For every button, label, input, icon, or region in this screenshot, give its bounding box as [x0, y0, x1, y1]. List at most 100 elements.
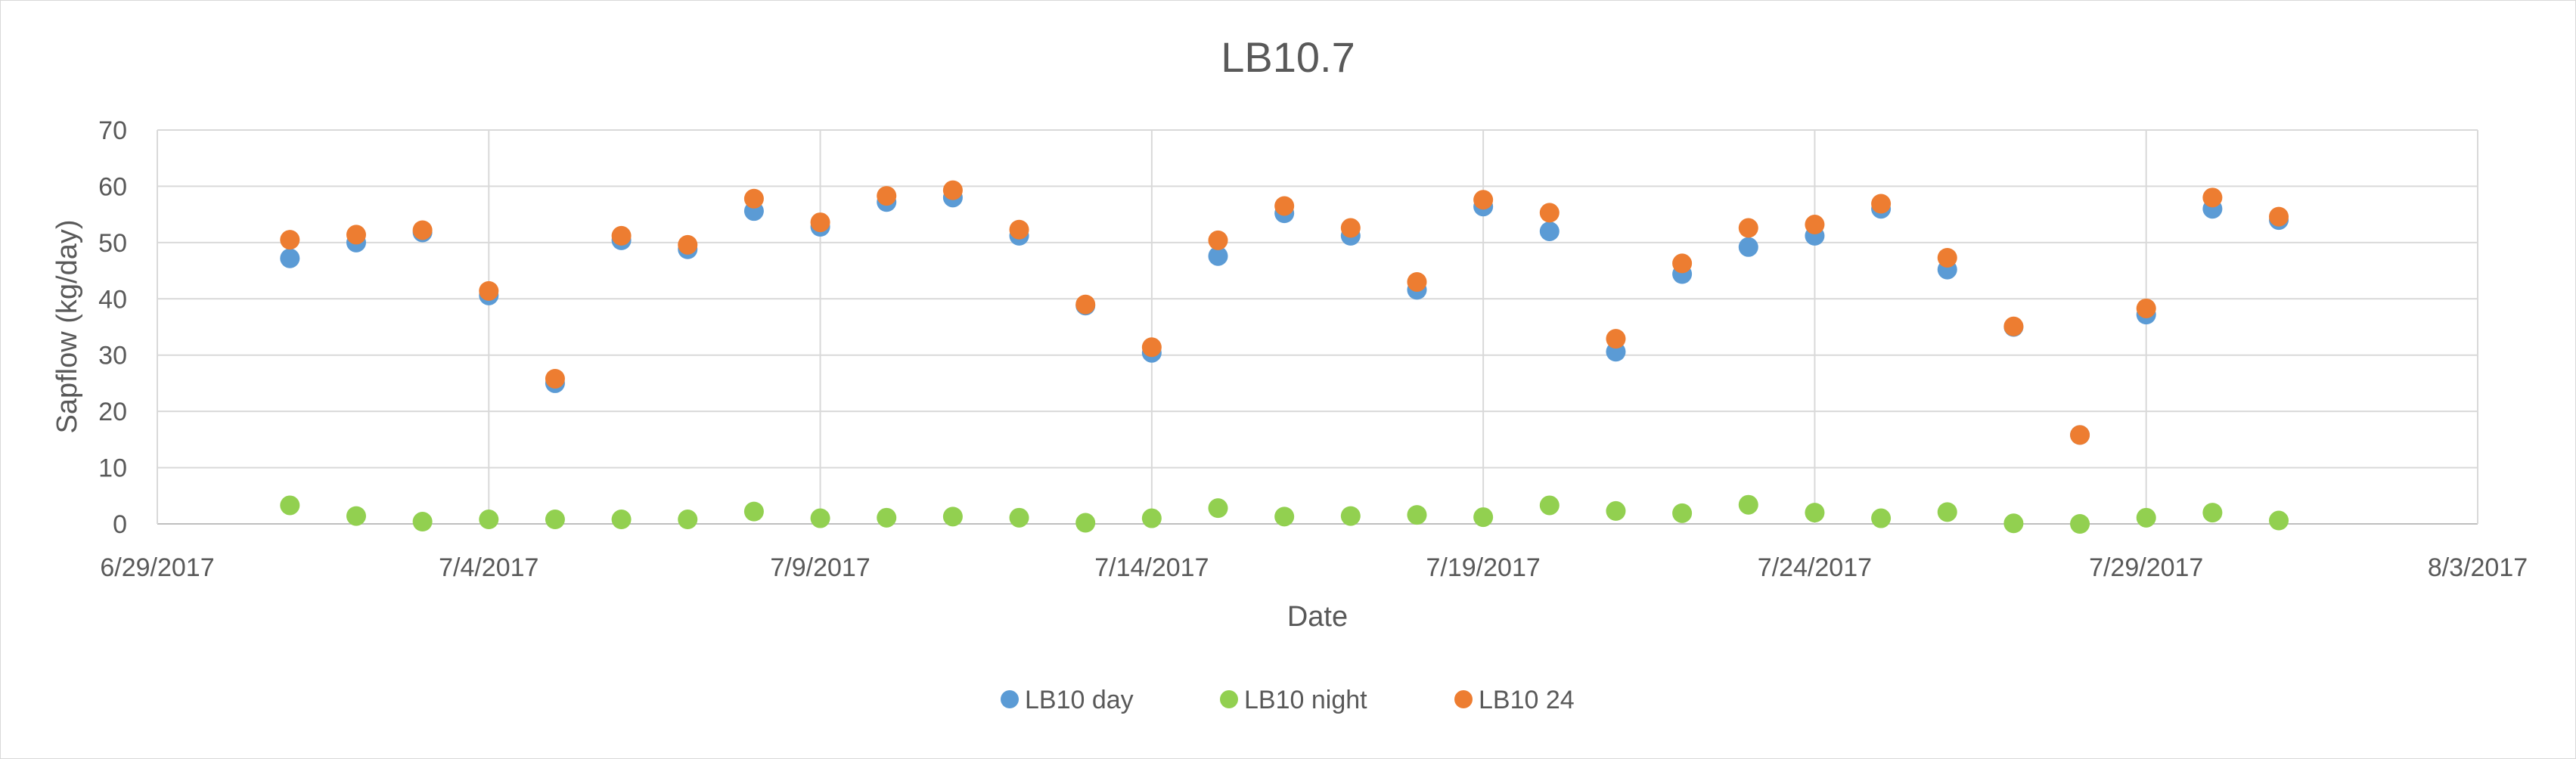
series-lb10-day [280, 187, 2289, 445]
data-point [1208, 498, 1228, 519]
data-point [611, 510, 632, 530]
data-point [1606, 329, 1626, 349]
y-tick-label: 20 [98, 398, 127, 426]
x-tick-label: 8/3/2017 [2428, 553, 2528, 582]
y-tick-label: 70 [98, 116, 127, 145]
data-point [479, 280, 499, 301]
data-point [1340, 506, 1361, 526]
data-point [2269, 206, 2289, 227]
axes: 0 10 20 30 40 50 60 70 6/29/2017 7/4/2017 7/9/2017… [98, 116, 2528, 582]
data-point [1208, 246, 1228, 266]
data-point [479, 510, 499, 530]
data-point [1208, 230, 1228, 250]
legend-label: LB10 night [1244, 686, 1367, 714]
data-point [280, 495, 300, 516]
legend-label: LB10 24 [1479, 686, 1575, 714]
data-point [1871, 508, 1892, 528]
y-tick-label: 60 [98, 172, 127, 201]
series-lb10-night [280, 494, 2289, 534]
y-tick-label: 50 [98, 229, 127, 258]
data-point [942, 180, 963, 200]
data-point [877, 507, 897, 528]
legend-marker [1454, 690, 1473, 708]
x-tick-label: 7/9/2017 [770, 553, 870, 582]
data-point [1937, 502, 1957, 522]
legend: LB10 day LB10 night LB10 24 [1001, 686, 1575, 714]
x-tick-label: 7/19/2017 [1426, 553, 1541, 582]
x-tick-label: 7/4/2017 [439, 553, 538, 582]
data-point [280, 230, 300, 250]
x-axis-title: Date [1287, 601, 1348, 633]
data-point [942, 507, 963, 527]
data-point [1738, 237, 1758, 257]
data-point [1539, 203, 1560, 223]
data-point [1805, 503, 1825, 523]
data-point [611, 225, 632, 246]
data-point [1805, 215, 1825, 235]
data-point [1473, 190, 1494, 210]
legend-item: LB10 night [1220, 686, 1367, 714]
data-point [1009, 507, 1029, 528]
data-point [1738, 218, 1758, 238]
data-point [678, 510, 698, 530]
data-point [1539, 221, 1560, 241]
series-lb10-24 [280, 180, 2289, 445]
data-point [1672, 253, 1693, 274]
data-point [1141, 508, 1162, 528]
data-point [2003, 513, 2024, 534]
data-point [346, 506, 366, 526]
gridlines [157, 129, 2478, 525]
x-tick-label: 7/29/2017 [2089, 553, 2203, 582]
data-point [545, 510, 565, 530]
data-point [1274, 507, 1295, 527]
data-point [1606, 500, 1626, 521]
data-point [877, 186, 897, 206]
x-tick-label: 7/14/2017 [1094, 553, 1209, 582]
data-point [1937, 247, 1957, 268]
legend-marker [1220, 690, 1238, 708]
data-point [1539, 495, 1560, 516]
legend-item: LB10 day [1001, 686, 1134, 714]
data-point [2202, 187, 2223, 208]
data-point [1407, 271, 1427, 292]
data-point [810, 508, 830, 528]
legend-marker [1001, 690, 1019, 708]
data-point [1738, 494, 1758, 515]
x-tick-label: 7/24/2017 [1758, 553, 1872, 582]
data-point [2003, 316, 2024, 336]
data-point [1141, 337, 1162, 358]
data-point [1075, 513, 1096, 533]
data-point [810, 212, 830, 233]
y-tick-label: 40 [98, 285, 127, 314]
data-point [678, 234, 698, 255]
y-axis-title: Sapflow (kg/day) [51, 219, 83, 433]
y-tick-label: 10 [98, 454, 127, 483]
data-point [1407, 505, 1427, 525]
data-point [1871, 194, 1892, 214]
data-point [280, 248, 300, 268]
data-point [743, 501, 764, 522]
x-tick-label: 6/29/2017 [100, 553, 214, 582]
data-point [2070, 514, 2090, 534]
data-point [1274, 196, 1295, 216]
chart-title: LB10.7 [1221, 33, 1355, 81]
data-point [1075, 294, 1096, 314]
data-point [1009, 219, 1029, 240]
data-point [2136, 298, 2156, 318]
data-point [743, 188, 764, 209]
data-point [2070, 425, 2090, 445]
data-point [2202, 503, 2223, 523]
data-points [280, 180, 2289, 534]
data-point [346, 225, 366, 245]
y-tick-label: 0 [113, 510, 127, 539]
data-point [412, 512, 433, 532]
y-tick-label: 30 [98, 342, 127, 370]
data-point [545, 368, 565, 389]
data-point [412, 220, 433, 240]
data-point [1473, 507, 1494, 528]
data-point [2269, 510, 2289, 531]
legend-label: LB10 day [1025, 686, 1134, 714]
data-point [2136, 507, 2156, 528]
